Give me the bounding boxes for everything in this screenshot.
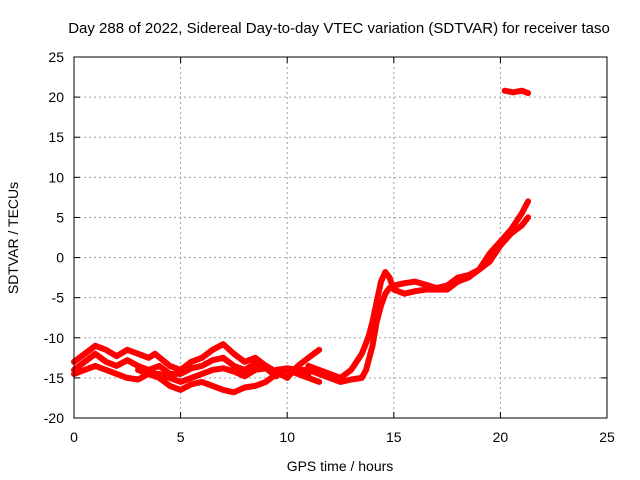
chart-title: Day 288 of 2022, Sidereal Day-to-day VTE… [68,20,610,37]
x-tick-label: 20 [493,429,509,445]
y-tick-label: 25 [48,49,64,65]
y-tick-label: -10 [44,330,64,346]
series-line-track-f [305,198,532,381]
series-line-track-g [501,87,532,97]
x-tick-label: 25 [599,429,615,445]
y-tick-label: -5 [52,290,65,306]
x-tick-label: 0 [70,429,78,445]
y-tick-label: 10 [48,169,64,185]
x-tick-label: 10 [279,429,295,445]
x-axis-label: GPS time / hours [287,458,394,474]
y-tick-label: 15 [48,129,64,145]
y-tick-label: -15 [44,370,64,386]
data-series [71,87,532,396]
plot-frame [73,56,608,419]
series-line-track-c [71,362,280,385]
y-tick-label: 20 [48,89,64,105]
y-tick-label: 0 [56,250,64,266]
y-tick-label: -20 [44,410,64,426]
axis-ticks: 0 5 10 15 20 25 -20 -15 -10 -5 0 5 10 15 20 25 [44,49,615,445]
x-tick-label: 5 [177,429,185,445]
y-axis-label: SDTVAR / TECUs [5,182,21,294]
y-tick-label: 5 [56,209,64,225]
series-line-track-d [135,366,312,396]
x-tick-label: 15 [386,429,402,445]
